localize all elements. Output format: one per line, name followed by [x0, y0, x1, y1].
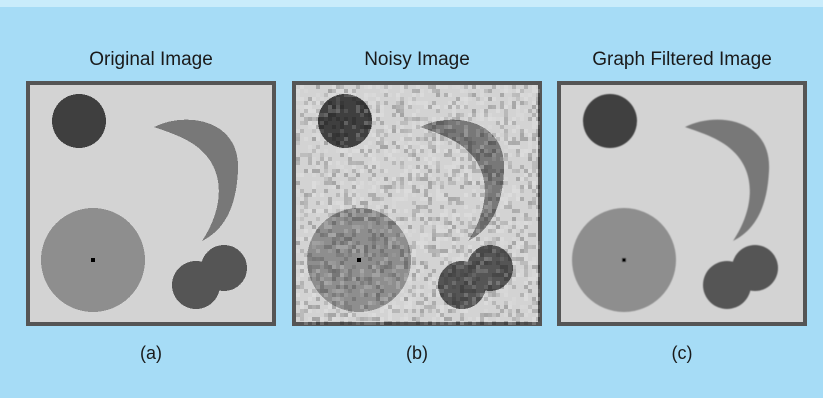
crescent: [154, 119, 239, 241]
center-dot: [91, 258, 95, 262]
crescent: [420, 119, 505, 241]
image-noisy: [292, 81, 542, 326]
panel-caption: (a): [140, 343, 162, 363]
noise-overlay: [296, 85, 540, 325]
center-dot: [622, 258, 626, 262]
panel-title: Graph Filtered Image: [592, 49, 772, 70]
blob: [703, 245, 778, 309]
dark-circle: [318, 94, 372, 148]
panel-original: Original Image (a): [26, 0, 276, 398]
blob: [172, 245, 247, 309]
panel-caption: (c): [671, 343, 693, 363]
top-strip: [0, 0, 823, 7]
panel-filtered: Graph Filtered Image (c): [557, 0, 807, 398]
image-original: [26, 81, 276, 326]
panel-noisy: Noisy Image (b): [292, 0, 542, 398]
dark-circle: [583, 94, 637, 148]
image-filtered: [557, 81, 807, 326]
dark-circle: [52, 94, 106, 148]
panel-title: Original Image: [89, 49, 213, 70]
crescent: [685, 119, 770, 241]
panel-caption: (b): [406, 343, 428, 363]
center-dot: [357, 258, 361, 262]
panel-title: Noisy Image: [364, 49, 470, 70]
blob: [438, 245, 513, 309]
